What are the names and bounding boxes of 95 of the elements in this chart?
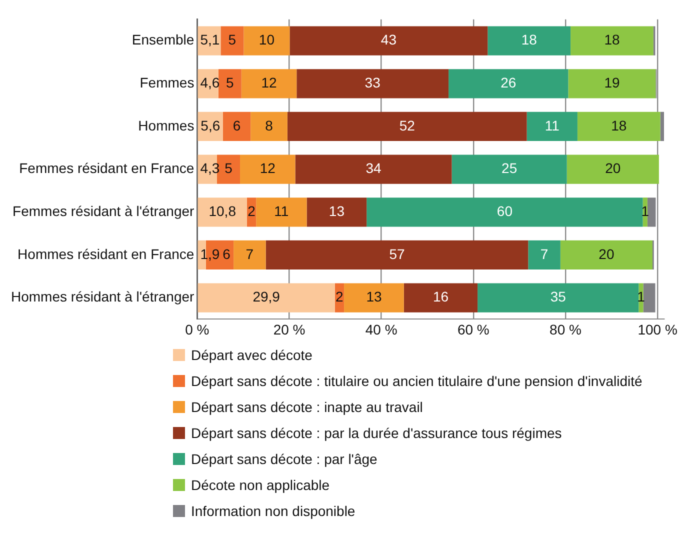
data-label: 60 (496, 202, 513, 219)
bar (638, 283, 644, 312)
data-label: 11 (544, 117, 560, 134)
data-label: 10 (258, 32, 275, 48)
y-tick-label: Femmes résidant en France (19, 160, 194, 176)
data-label: 5,6 (200, 117, 220, 134)
y-tick-label: Hommes résidant en France (18, 246, 194, 262)
data-label: 5 (226, 74, 234, 90)
bar (577, 112, 660, 142)
data-label: 6 (232, 117, 241, 134)
data-label: 12 (261, 74, 278, 90)
bar (404, 283, 478, 312)
data-label: 1,9 (200, 246, 220, 262)
data-label: 7 (246, 246, 254, 262)
data-label: 13 (328, 202, 345, 219)
data-label: 2 (248, 202, 256, 219)
data-label: 19 (604, 74, 620, 90)
legend-label: Départ sans décote : inapte au travail (191, 399, 423, 415)
x-tick-label: 0 % (185, 321, 210, 338)
data-label: 43 (380, 32, 397, 48)
bar (244, 26, 290, 56)
bar (570, 26, 654, 56)
bar (295, 154, 452, 184)
x-tick-label: 60 % (457, 321, 490, 338)
data-label: 5,1 (200, 32, 220, 48)
data-label: 18 (604, 32, 620, 48)
data-label: 29,9 (252, 288, 280, 305)
x-tick-label: 20 % (273, 321, 306, 338)
data-label: 12 (260, 160, 276, 176)
bar (566, 154, 659, 184)
legend-label: Départ avec décote (191, 347, 312, 363)
bar (488, 26, 571, 56)
data-label: 35 (550, 288, 566, 305)
data-label: 18 (611, 117, 627, 134)
data-label: 10,8 (208, 202, 236, 219)
bar (241, 69, 297, 98)
data-label: 20 (605, 160, 621, 176)
bar (296, 69, 449, 98)
x-tick-label: 80 % (550, 321, 582, 338)
data-label: 4,3 (200, 160, 220, 176)
bar (344, 283, 404, 312)
data-label: 5 (228, 32, 236, 48)
legend-label: Départ sans décote : par l'âge (191, 451, 378, 467)
bar (526, 112, 578, 142)
data-label: 34 (366, 160, 382, 176)
y-tick-label: Ensemble (132, 32, 194, 48)
bar (287, 112, 527, 142)
bar (220, 26, 244, 56)
data-label: 1 (637, 288, 646, 305)
bar (198, 198, 247, 227)
bar (198, 283, 335, 312)
legend-label: Départ sans décote : titulaire ou ancien titulaire d'une pension d'invalidité (191, 373, 642, 389)
data-label: 8 (265, 117, 274, 134)
bar (218, 69, 242, 98)
data-label: 13 (366, 288, 382, 305)
data-label: 11 (274, 202, 289, 219)
bar (234, 240, 266, 270)
data-label: 33 (364, 74, 381, 90)
legend-label: Information non disponible (191, 503, 356, 519)
bar (306, 198, 367, 227)
data-label: 57 (389, 246, 405, 262)
bar (266, 240, 528, 270)
bar (256, 198, 307, 227)
data-label: 5 (224, 160, 233, 176)
x-tick-label: 100 % (638, 321, 678, 338)
y-tick-label: Femmes résidant à l'étranger (12, 202, 195, 219)
bar (560, 240, 652, 270)
bar (660, 112, 664, 142)
bar (478, 283, 639, 312)
bar (568, 69, 656, 98)
data-label: 26 (500, 74, 516, 90)
bar (290, 26, 488, 56)
y-tick-label: Femmes (140, 74, 194, 90)
data-label: 52 (399, 117, 416, 134)
bar (222, 112, 251, 142)
data-label: 20 (598, 246, 614, 262)
bar (448, 69, 568, 98)
y-tick-label: Hommes (138, 117, 194, 134)
data-label: 1 (641, 202, 650, 219)
data-label: 18 (521, 32, 538, 48)
data-label: 7 (540, 246, 548, 262)
data-label: 6 (222, 246, 231, 262)
legend-label: Décote non applicable (191, 477, 330, 493)
bar (240, 154, 296, 184)
legend-label: Départ sans décote : par la durée d'assurance tous régimes (191, 425, 562, 441)
data-label: 25 (502, 160, 518, 176)
y-tick-label: Hommes résidant à l'étranger (10, 288, 195, 305)
bar (528, 240, 560, 270)
x-tick-label: 40 % (365, 321, 398, 338)
data-label: 4,6 (200, 74, 220, 90)
data-label: 16 (432, 288, 449, 305)
bar (452, 154, 567, 184)
bar (366, 198, 643, 227)
data-label: 2 (336, 288, 344, 305)
bar (250, 112, 288, 142)
